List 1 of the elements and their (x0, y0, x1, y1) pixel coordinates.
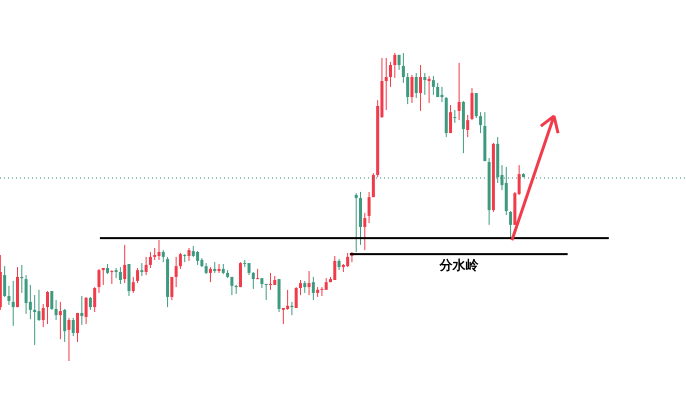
ref-line-label: 分水岭 (438, 258, 480, 274)
